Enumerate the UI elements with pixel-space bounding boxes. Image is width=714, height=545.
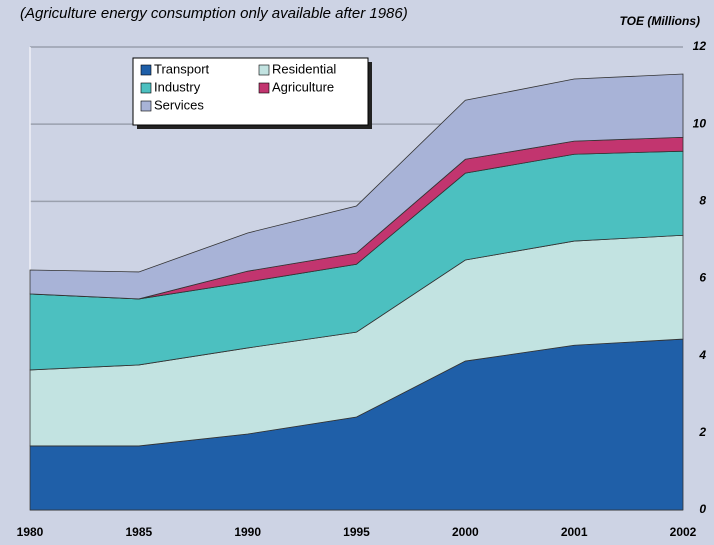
legend-swatch bbox=[258, 82, 270, 94]
x-tick-label: 1985 bbox=[125, 525, 152, 539]
legend-swatch bbox=[140, 82, 152, 94]
area bbox=[29, 73, 684, 300]
x-tick-label: 2002 bbox=[670, 525, 697, 539]
y-axis-label: TOE (Millions) bbox=[620, 14, 700, 28]
legend-swatch bbox=[140, 100, 152, 112]
x-tick-label: 1995 bbox=[343, 525, 370, 539]
x-tick-label: 2001 bbox=[561, 525, 588, 539]
y-tick-label: 10 bbox=[693, 116, 707, 130]
y-tick-label: 12 bbox=[693, 39, 707, 53]
x-tick-label: 1980 bbox=[17, 525, 44, 539]
legend-swatch bbox=[140, 64, 152, 76]
y-tick-label: 6 bbox=[699, 271, 706, 285]
legend-label: Residential bbox=[272, 61, 336, 76]
y-tick-label: 8 bbox=[699, 194, 706, 208]
legend-label: Industry bbox=[154, 79, 201, 94]
chart-subtitle: (Agriculture energy consumption only ava… bbox=[20, 5, 408, 22]
legend-label: Agriculture bbox=[272, 79, 334, 94]
x-tick-label: 1990 bbox=[234, 525, 261, 539]
legend-label: Services bbox=[154, 97, 204, 112]
y-tick-label: 4 bbox=[698, 348, 706, 362]
legend-label: Transport bbox=[154, 61, 210, 76]
y-tick-label: 0 bbox=[699, 502, 706, 516]
y-tick-label: 2 bbox=[698, 425, 706, 439]
x-tick-label: 2000 bbox=[452, 525, 479, 539]
legend-swatch bbox=[258, 64, 270, 76]
legend bbox=[132, 57, 369, 126]
